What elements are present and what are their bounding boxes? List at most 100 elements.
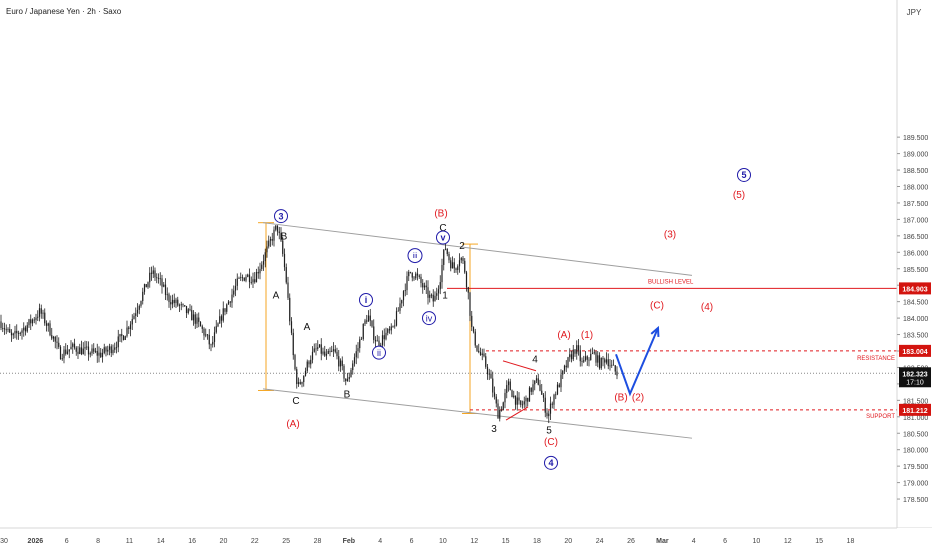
price-axis-bg[interactable] [897,0,932,528]
candle-body [441,264,443,283]
price-tag-bg[interactable] [899,403,931,416]
candle-body [9,329,11,333]
x-tick-label: 28 [314,538,322,545]
x-tick-label: Mar [656,538,669,545]
wave-label: iv [426,313,433,323]
y-tick-label: 180.500 [903,431,928,438]
candle-body [42,312,44,314]
candle-body [378,340,380,348]
price-tag-text: 184.903 [902,286,927,293]
candle-body [66,351,69,354]
wave-label: C [439,223,446,234]
candle-body [205,334,207,336]
candle-body [420,276,422,284]
x-tick-label: 6 [410,538,414,545]
candle-body [560,374,562,388]
axis-corner[interactable] [897,528,932,550]
candle-body [455,268,457,270]
candle-body [346,378,349,382]
candle-body [208,334,210,345]
candle-body [329,350,331,352]
candle-body [238,277,240,279]
x-tick-label: 24 [596,538,604,545]
candle-body [416,273,419,276]
candle-body [593,352,595,354]
candle-body [45,323,48,326]
candle-body [523,401,525,405]
candle-body [537,378,539,385]
candle-body [483,353,485,357]
currency-label: JPY [907,8,922,17]
candle-body [481,353,483,355]
candle-body [252,279,254,283]
candle-body [467,287,469,293]
candle-body [548,413,550,417]
candle-body [415,273,417,279]
candle-body [352,363,354,371]
candle-body [591,353,594,355]
x-tick-label: 8 [96,538,100,545]
candle-body [89,353,91,355]
candle-body [262,261,265,265]
candle-body [16,330,18,334]
y-tick-label: 189.500 [903,135,928,142]
time-axis-ticks: 30 2026 6 8 11 14 16 20 22 25 28 Feb 4 6 10 12 15 18 20 24 2… [0,538,854,545]
candle-body [474,331,476,346]
candle-body [126,327,128,337]
candle-body [233,290,235,295]
wave-label-circle [359,293,373,308]
candle-body [40,308,42,314]
candle-body [248,274,251,283]
candle-body [224,308,226,312]
candle-body [171,299,174,305]
x-tick-label: 18 [847,538,855,545]
candle-body [534,380,536,385]
x-tick-label: 4 [692,538,696,545]
candle-body [535,378,538,381]
candle-body [175,299,177,304]
wave-label: (2) [632,393,644,404]
candle-body [514,395,517,405]
candle-body [387,329,389,333]
wave-label: (1) [581,330,593,341]
price-tag-bg[interactable] [899,344,931,357]
level-label: SUPPORT [866,414,895,420]
candle-body [325,353,328,356]
candle-body [59,346,62,360]
candle-body [521,404,524,406]
candle-body [590,353,592,361]
candle-body [28,319,30,326]
candle-body [114,347,116,350]
candle-body [287,282,289,298]
candle-body [33,319,35,321]
candle-body [229,301,231,303]
time-axis-bg[interactable] [0,528,932,550]
candle-body [320,344,322,354]
candle-body [7,329,9,330]
candle-body [86,346,88,348]
candle-body [366,320,368,322]
candle-body [373,326,375,340]
candle-body [595,352,597,363]
channel-line [262,388,693,439]
x-tick-label: 20 [564,538,572,545]
candle-body [506,385,508,393]
candle-body [56,341,58,343]
price-tag-text: 181.212 [902,408,927,415]
candle-body [269,239,272,241]
candle-body [549,403,552,414]
triangle-layer [502,360,537,421]
current-price-tag-bg[interactable] [899,367,931,388]
level-label: RESISTANCE [857,356,895,362]
candle-body [551,403,553,405]
price-tag-bg[interactable] [899,282,931,295]
candle-body [185,306,188,314]
candle-body [562,370,564,375]
candle-body [70,346,72,350]
price-tag-text: 183.004 [902,349,927,356]
y-tick-label: 178.500 [903,497,928,504]
candle-body [448,254,450,261]
